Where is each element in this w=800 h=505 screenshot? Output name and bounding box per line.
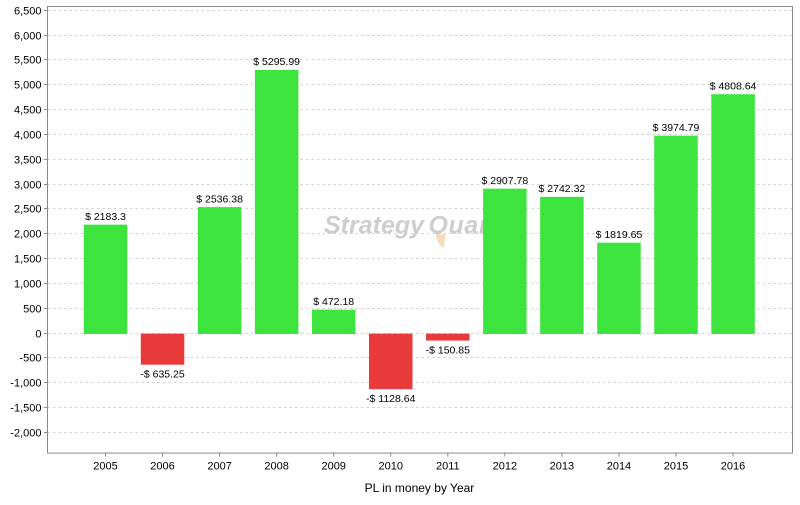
svg-text:1,500: 1,500: [14, 253, 42, 265]
svg-text:2014: 2014: [607, 461, 631, 473]
svg-text:$ 2536.38: $ 2536.38: [196, 193, 243, 205]
svg-text:4,000: 4,000: [14, 129, 42, 141]
svg-text:-$ 1128.64: -$ 1128.64: [366, 393, 416, 405]
svg-text:$ 1819.65: $ 1819.65: [596, 229, 643, 241]
svg-text:Strategy: Strategy: [324, 212, 425, 240]
svg-text:-$ 635.25: -$ 635.25: [140, 368, 185, 380]
svg-text:5,500: 5,500: [14, 54, 42, 66]
svg-text:$ 2907.78: $ 2907.78: [481, 175, 528, 187]
svg-text:$ 5295.99: $ 5295.99: [253, 56, 300, 68]
svg-text:-1,500: -1,500: [10, 402, 41, 414]
svg-text:2013: 2013: [550, 461, 574, 473]
svg-text:$ 2183.3: $ 2183.3: [85, 211, 126, 223]
svg-text:2012: 2012: [493, 461, 517, 473]
svg-text:2,000: 2,000: [14, 228, 42, 240]
svg-text:1,000: 1,000: [14, 278, 42, 290]
svg-text:-2,000: -2,000: [10, 427, 41, 439]
svg-text:-$ 150.85: -$ 150.85: [426, 344, 471, 356]
svg-text:PL in money by Year: PL in money by Year: [365, 481, 475, 495]
svg-text:2010: 2010: [379, 461, 403, 473]
svg-text:$ 4808.64: $ 4808.64: [710, 80, 757, 92]
svg-text:-500: -500: [19, 352, 41, 364]
svg-text:$ 3974.79: $ 3974.79: [653, 122, 700, 134]
svg-text:2007: 2007: [207, 461, 231, 473]
svg-text:5,000: 5,000: [14, 79, 42, 91]
svg-text:-1,000: -1,000: [10, 377, 41, 389]
svg-text:500: 500: [23, 303, 41, 315]
svg-text:4,500: 4,500: [14, 104, 42, 116]
svg-text:2,500: 2,500: [14, 203, 42, 215]
svg-text:3,500: 3,500: [14, 154, 42, 166]
svg-text:2006: 2006: [150, 461, 174, 473]
svg-text:2015: 2015: [664, 461, 688, 473]
svg-text:0: 0: [35, 328, 41, 340]
svg-text:2005: 2005: [93, 461, 117, 473]
svg-text:3,000: 3,000: [14, 179, 42, 191]
svg-text:6,500: 6,500: [14, 5, 42, 17]
svg-text:$ 2742.32: $ 2742.32: [539, 183, 586, 195]
svg-text:$ 472.18: $ 472.18: [313, 296, 354, 308]
svg-text:2008: 2008: [264, 461, 288, 473]
svg-text:2011: 2011: [436, 461, 460, 473]
svg-text:2009: 2009: [321, 461, 345, 473]
svg-text:6,000: 6,000: [14, 30, 42, 42]
svg-text:2016: 2016: [721, 461, 745, 473]
